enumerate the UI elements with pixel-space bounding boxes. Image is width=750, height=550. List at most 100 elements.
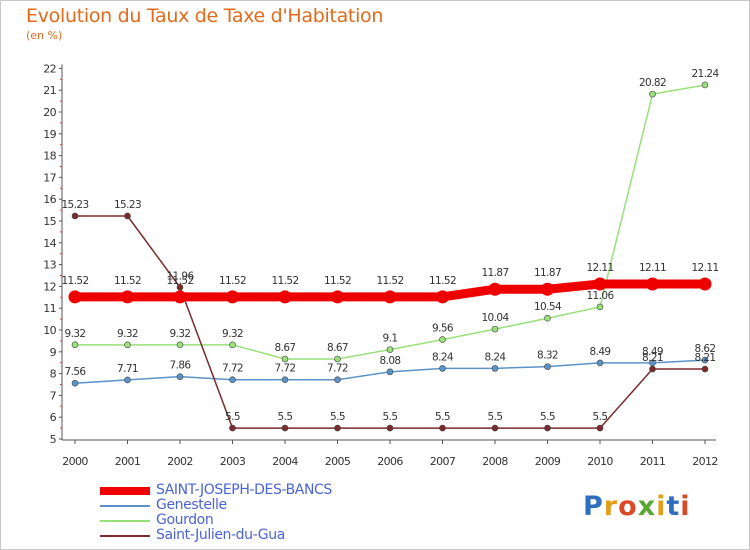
data-label: 12.11 [691, 262, 718, 274]
data-point [229, 341, 236, 349]
data-point [334, 376, 341, 384]
data-label: 15.23 [114, 199, 141, 211]
data-point [698, 277, 712, 291]
data-label: 5.5 [435, 411, 450, 423]
data-label: 5.5 [225, 411, 240, 423]
series-lines [68, 81, 712, 432]
data-point [439, 365, 446, 372]
data-point [173, 290, 187, 304]
y-tick-label: 5 [50, 433, 57, 446]
data-point [229, 376, 236, 384]
data-point [71, 379, 79, 387]
data-label: 11.52 [61, 275, 88, 287]
data-point [71, 341, 79, 349]
data-label: 11.52 [166, 275, 193, 287]
data-point [281, 424, 289, 432]
data-point [383, 290, 397, 304]
y-tick-label: 20 [43, 106, 56, 119]
y-tick-label: 8 [50, 368, 57, 381]
y-tick-label: 6 [50, 411, 57, 424]
series-line-2 [74, 84, 706, 360]
data-label: 8.62 [695, 343, 716, 355]
legend-swatch [100, 535, 150, 537]
y-tick-label: 17 [43, 171, 56, 184]
svg-text:Proxiti: Proxiti [583, 491, 691, 522]
data-label: 8.21 [695, 352, 716, 364]
data-point [278, 290, 292, 304]
data-label: 10.54 [534, 301, 562, 313]
y-tick-label: 11 [43, 302, 56, 315]
data-label: 7.71 [117, 363, 138, 375]
data-label: 11.52 [324, 275, 351, 287]
data-label: 8.21 [642, 352, 663, 364]
y-tick-label: 16 [43, 193, 56, 206]
data-point [439, 424, 446, 432]
data-point [281, 355, 289, 363]
x-tick-label: 2000 [62, 455, 88, 468]
data-label: 12.11 [639, 262, 666, 274]
data-label: 8.49 [590, 346, 611, 358]
data-point [544, 363, 551, 370]
data-point [176, 373, 184, 380]
data-point [491, 365, 499, 372]
x-tick-label: 2012 [692, 455, 718, 468]
y-tick-label: 18 [43, 150, 56, 163]
data-point [491, 325, 499, 333]
data-label: 7.72 [327, 363, 348, 375]
y-tick-label: 13 [43, 259, 56, 272]
data-label: 8.08 [380, 355, 401, 367]
data-label: 7.56 [65, 366, 87, 378]
data-point [649, 90, 656, 98]
y-tick-label: 9 [50, 346, 57, 359]
y-tick-label: 19 [43, 128, 56, 141]
data-point [386, 346, 394, 353]
y-tick-label: 15 [43, 215, 56, 228]
x-tick-label: 2005 [325, 455, 351, 468]
series-line-3 [74, 215, 706, 429]
x-tick-label: 2001 [115, 455, 141, 468]
chart-unit-label: (en %) [26, 29, 63, 42]
y-tick-label: 21 [43, 84, 56, 97]
data-point [439, 336, 446, 343]
data-label: 10.04 [481, 312, 509, 324]
data-label: 8.32 [537, 350, 558, 362]
data-point [176, 283, 184, 291]
y-tick-label: 22 [43, 62, 56, 75]
chart-title: Evolution du Taux de Taxe d'Habitation [26, 5, 384, 27]
y-tick-label: 10 [43, 324, 56, 337]
data-label: 8.49 [642, 346, 663, 358]
data-point [331, 290, 344, 304]
legend-label: Saint-Julien-du-Gua [156, 527, 285, 543]
y-tick-label: 7 [50, 389, 57, 402]
data-point [488, 282, 502, 296]
data-label: 8.24 [485, 351, 507, 363]
data-label: 9.1 [383, 333, 398, 345]
data-point [491, 424, 499, 432]
data-point [544, 314, 551, 322]
data-label: 9.56 [432, 323, 454, 335]
data-label: 5.5 [593, 411, 608, 423]
x-tick-label: 2004 [272, 455, 298, 468]
data-point [596, 424, 604, 432]
data-point [701, 356, 709, 364]
x-tick-label: 2003 [220, 455, 246, 468]
proxiti-logo: Proxiti [583, 486, 693, 530]
legend-swatch [100, 520, 150, 522]
legend-swatch [100, 505, 150, 507]
x-tick-label: 2011 [640, 455, 666, 468]
data-point [386, 424, 394, 432]
x-tick-label: 2010 [587, 455, 613, 468]
data-point [124, 376, 131, 384]
data-label: 11.52 [429, 275, 456, 287]
data-point [544, 424, 551, 432]
data-label: 7.86 [170, 360, 192, 372]
data-label: 8.24 [432, 351, 454, 363]
data-label: 9.32 [170, 328, 191, 340]
x-tick-label: 2007 [430, 455, 456, 468]
data-label: 21.24 [691, 68, 719, 80]
axes: 5 6 7 8 9 10 11 12 13 14 15 16 17 18 19 20 21 22 2000 2001 2… [43, 62, 718, 468]
data-labels: 11.52 11.52 11.52 11.52 11.52 11.52 11.52 11.52… [61, 68, 720, 423]
data-point [229, 424, 236, 432]
data-label: 5.5 [330, 411, 345, 423]
